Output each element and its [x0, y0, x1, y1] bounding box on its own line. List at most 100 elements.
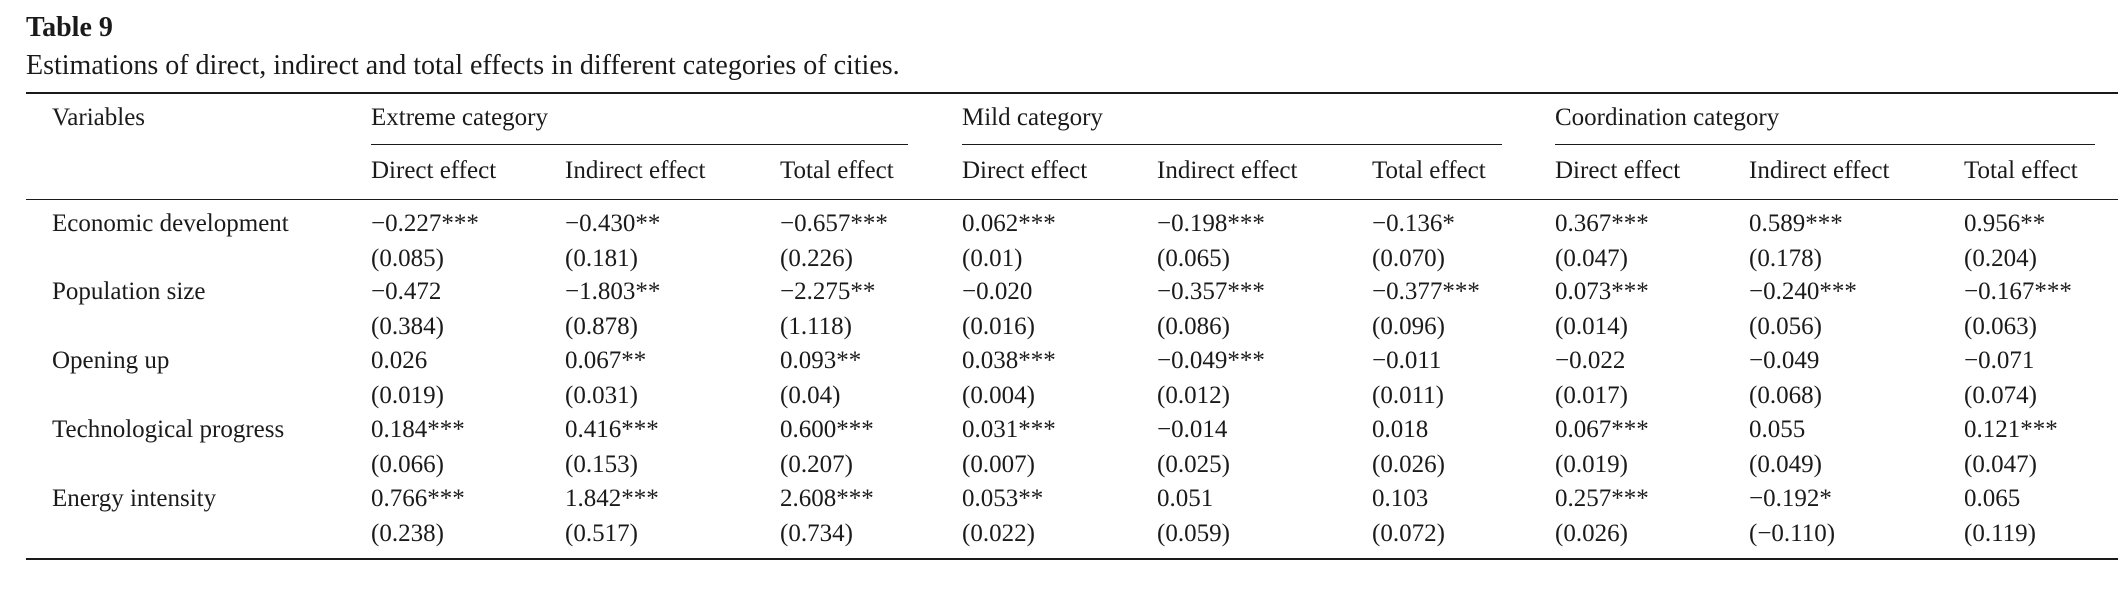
coefficient-cell: 0.053** [962, 485, 1044, 512]
coefficient-cell: −1.803** [565, 278, 661, 305]
row-variable-label: Energy intensity [52, 485, 217, 512]
standard-error-cell: (0.226) [780, 245, 853, 272]
coefficient-cell: −0.657*** [780, 210, 888, 237]
standard-error-cell: (0.019) [1555, 451, 1628, 478]
coefficient-cell: 0.766*** [371, 485, 465, 512]
coefficient-cell: 0.600*** [780, 416, 874, 443]
coefficient-cell: −0.022 [1555, 347, 1626, 374]
row-variable-label: Opening up [52, 347, 170, 374]
group-rule-mild [962, 144, 1502, 145]
coefficient-cell: −0.227*** [371, 210, 479, 237]
table-bottom-rule [26, 558, 2118, 560]
coefficient-cell: −0.377*** [1372, 278, 1480, 305]
coefficient-cell: −0.430** [565, 210, 661, 237]
standard-error-cell: (0.026) [1372, 451, 1445, 478]
coefficient-cell: 0.121*** [1964, 416, 2058, 443]
standard-error-cell: (0.178) [1749, 245, 1822, 272]
standard-error-cell: (0.019) [371, 382, 444, 409]
coefficient-cell: −0.198*** [1157, 210, 1265, 237]
column-subheader: Direct effect [371, 157, 497, 184]
group-header-extreme: Extreme category [371, 104, 548, 131]
coefficient-cell: 0.416*** [565, 416, 659, 443]
coefficient-cell: −0.011 [1372, 347, 1442, 374]
coefficient-cell: −0.020 [962, 278, 1033, 305]
standard-error-cell: (0.007) [962, 451, 1035, 478]
standard-error-cell: (0.878) [565, 313, 638, 340]
table-header-rule [26, 199, 2118, 200]
stub-header: Variables [52, 104, 146, 131]
column-subheader: Indirect effect [1157, 157, 1298, 184]
table-top-rule [26, 92, 2118, 94]
coefficient-cell: 0.956** [1964, 210, 2046, 237]
coefficient-cell: 1.842*** [565, 485, 659, 512]
column-subheader: Total effect [780, 157, 894, 184]
standard-error-cell: (0.01) [962, 245, 1023, 272]
coefficient-cell: 0.367*** [1555, 210, 1649, 237]
standard-error-cell: (0.022) [962, 520, 1035, 547]
coefficient-cell: −0.167*** [1964, 278, 2072, 305]
standard-error-cell: (0.066) [371, 451, 444, 478]
column-subheader: Direct effect [962, 157, 1088, 184]
coefficient-cell: −0.472 [371, 278, 442, 305]
coefficient-cell: −0.240*** [1749, 278, 1857, 305]
standard-error-cell: (0.031) [565, 382, 638, 409]
coefficient-cell: 0.067*** [1555, 416, 1649, 443]
row-variable-label: Technological progress [52, 416, 285, 443]
standard-error-cell: (0.074) [1964, 382, 2037, 409]
row-variable-label: Population size [52, 278, 206, 305]
column-subheader: Indirect effect [565, 157, 706, 184]
standard-error-cell: (0.025) [1157, 451, 1230, 478]
standard-error-cell: (0.047) [1555, 245, 1628, 272]
standard-error-cell: (0.207) [780, 451, 853, 478]
standard-error-cell: (0.204) [1964, 245, 2037, 272]
standard-error-cell: (0.096) [1372, 313, 1445, 340]
standard-error-cell: (0.012) [1157, 382, 1230, 409]
table-label: Table 9 [26, 12, 113, 43]
coefficient-cell: 0.103 [1372, 485, 1429, 512]
group-header-coordination: Coordination category [1555, 104, 1780, 131]
standard-error-cell: (0.004) [962, 382, 1035, 409]
standard-error-cell: (−0.110) [1749, 520, 1836, 547]
standard-error-cell: (0.049) [1749, 451, 1822, 478]
column-subheader: Indirect effect [1749, 157, 1890, 184]
standard-error-cell: (1.118) [780, 313, 852, 340]
coefficient-cell: 0.093** [780, 347, 862, 374]
standard-error-cell: (0.517) [565, 520, 638, 547]
coefficient-cell: −0.136* [1372, 210, 1455, 237]
coefficient-cell: 0.031*** [962, 416, 1056, 443]
group-header-mild: Mild category [962, 104, 1103, 131]
group-rule-extreme [371, 144, 908, 145]
column-subheader: Total effect [1372, 157, 1486, 184]
column-subheader: Total effect [1964, 157, 2078, 184]
standard-error-cell: (0.068) [1749, 382, 1822, 409]
standard-error-cell: (0.238) [371, 520, 444, 547]
coefficient-cell: 0.073*** [1555, 278, 1649, 305]
coefficient-cell: −0.049*** [1157, 347, 1265, 374]
standard-error-cell: (0.085) [371, 245, 444, 272]
standard-error-cell: (0.056) [1749, 313, 1822, 340]
coefficient-cell: −0.357*** [1157, 278, 1265, 305]
coefficient-cell: −0.192* [1749, 485, 1832, 512]
standard-error-cell: (0.181) [565, 245, 638, 272]
coefficient-cell: 0.062*** [962, 210, 1056, 237]
coefficient-cell: −0.014 [1157, 416, 1228, 443]
standard-error-cell: (0.119) [1964, 520, 2036, 547]
standard-error-cell: (0.011) [1372, 382, 1444, 409]
standard-error-cell: (0.014) [1555, 313, 1628, 340]
standard-error-cell: (0.059) [1157, 520, 1230, 547]
standard-error-cell: (0.384) [371, 313, 444, 340]
coefficient-cell: −0.049 [1749, 347, 1820, 374]
coefficient-cell: 0.018 [1372, 416, 1429, 443]
coefficient-cell: 2.608*** [780, 485, 874, 512]
coefficient-cell: 0.038*** [962, 347, 1056, 374]
group-rule-coordination [1555, 144, 2095, 145]
standard-error-cell: (0.734) [780, 520, 853, 547]
coefficient-cell: 0.065 [1964, 485, 2021, 512]
standard-error-cell: (0.016) [962, 313, 1035, 340]
standard-error-cell: (0.063) [1964, 313, 2037, 340]
coefficient-cell: −0.071 [1964, 347, 2035, 374]
coefficient-cell: 0.067** [565, 347, 647, 374]
standard-error-cell: (0.047) [1964, 451, 2037, 478]
coefficient-cell: 0.051 [1157, 485, 1214, 512]
